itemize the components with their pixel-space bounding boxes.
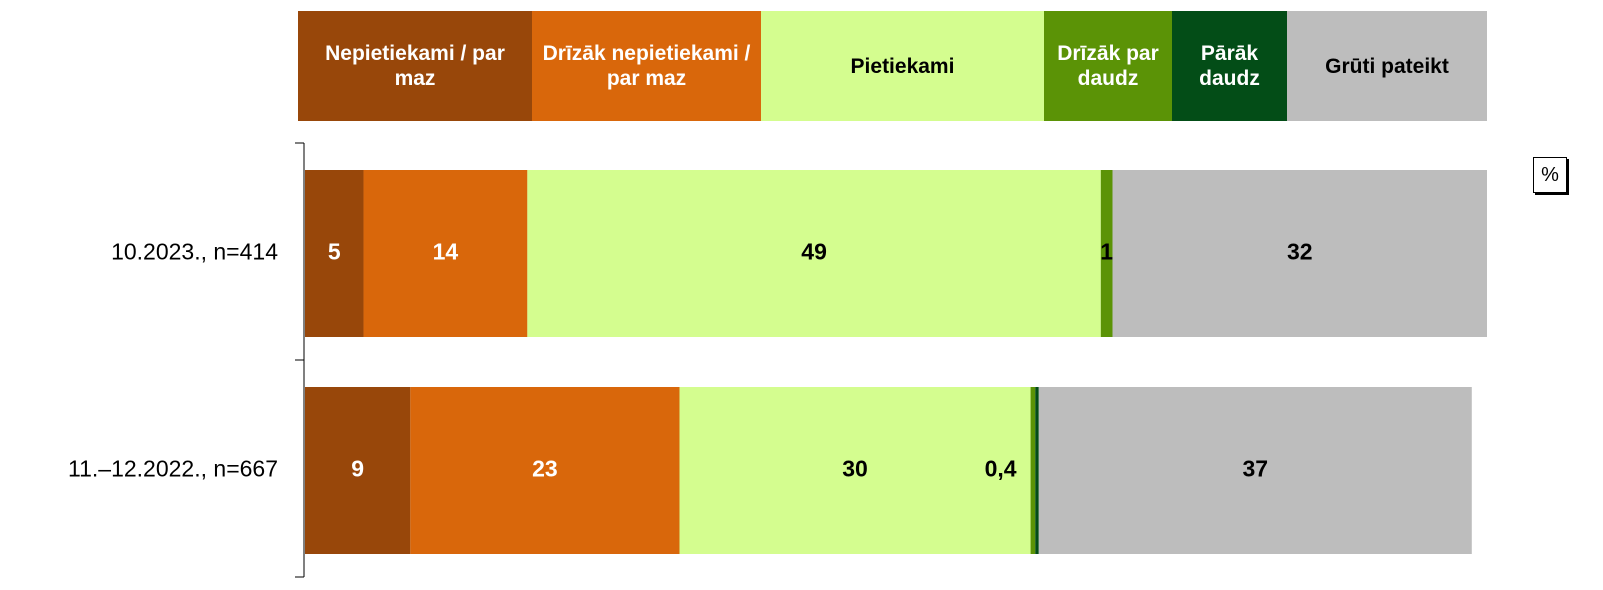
- y-tick-label: 11.–12.2022., n=667: [68, 456, 278, 482]
- bar-segment: [410, 387, 680, 554]
- bar-segment: [1100, 170, 1113, 337]
- bar-segment: [305, 170, 364, 337]
- bar-segment: [1030, 387, 1036, 554]
- value-label: 9: [351, 456, 364, 482]
- value-label: 5: [328, 239, 341, 265]
- bar-segment: [679, 387, 1031, 554]
- unit-label: %: [1533, 157, 1567, 193]
- bar-segment: [1035, 387, 1039, 554]
- legend-entry: Pārāk daudz: [1172, 11, 1287, 121]
- value-label: 37: [1242, 456, 1268, 482]
- legend-entry: Drīzāk par daudz: [1044, 11, 1172, 121]
- value-label: 49: [801, 239, 827, 265]
- legend-entry: Drīzāk nepietiekami / par maz: [532, 11, 761, 121]
- value-label: 23: [532, 456, 558, 482]
- value-label: 32: [1287, 239, 1313, 265]
- bar-segment: [527, 170, 1101, 337]
- bar-segment: [305, 387, 411, 554]
- value-label: 1: [1100, 239, 1113, 265]
- legend-entry: Pietiekami: [761, 11, 1044, 121]
- bar-segment: [1038, 387, 1472, 554]
- bar-segment: [1112, 170, 1487, 337]
- value-label: 14: [433, 239, 459, 265]
- value-label: 0,4: [985, 456, 1017, 482]
- bar-segment: [363, 170, 528, 337]
- legend-entry: Grūti pateikt: [1287, 11, 1487, 121]
- legend-entry: Nepietiekami / par maz: [298, 11, 532, 121]
- y-tick-label: 10.2023., n=414: [111, 239, 278, 265]
- value-label: 30: [842, 456, 868, 482]
